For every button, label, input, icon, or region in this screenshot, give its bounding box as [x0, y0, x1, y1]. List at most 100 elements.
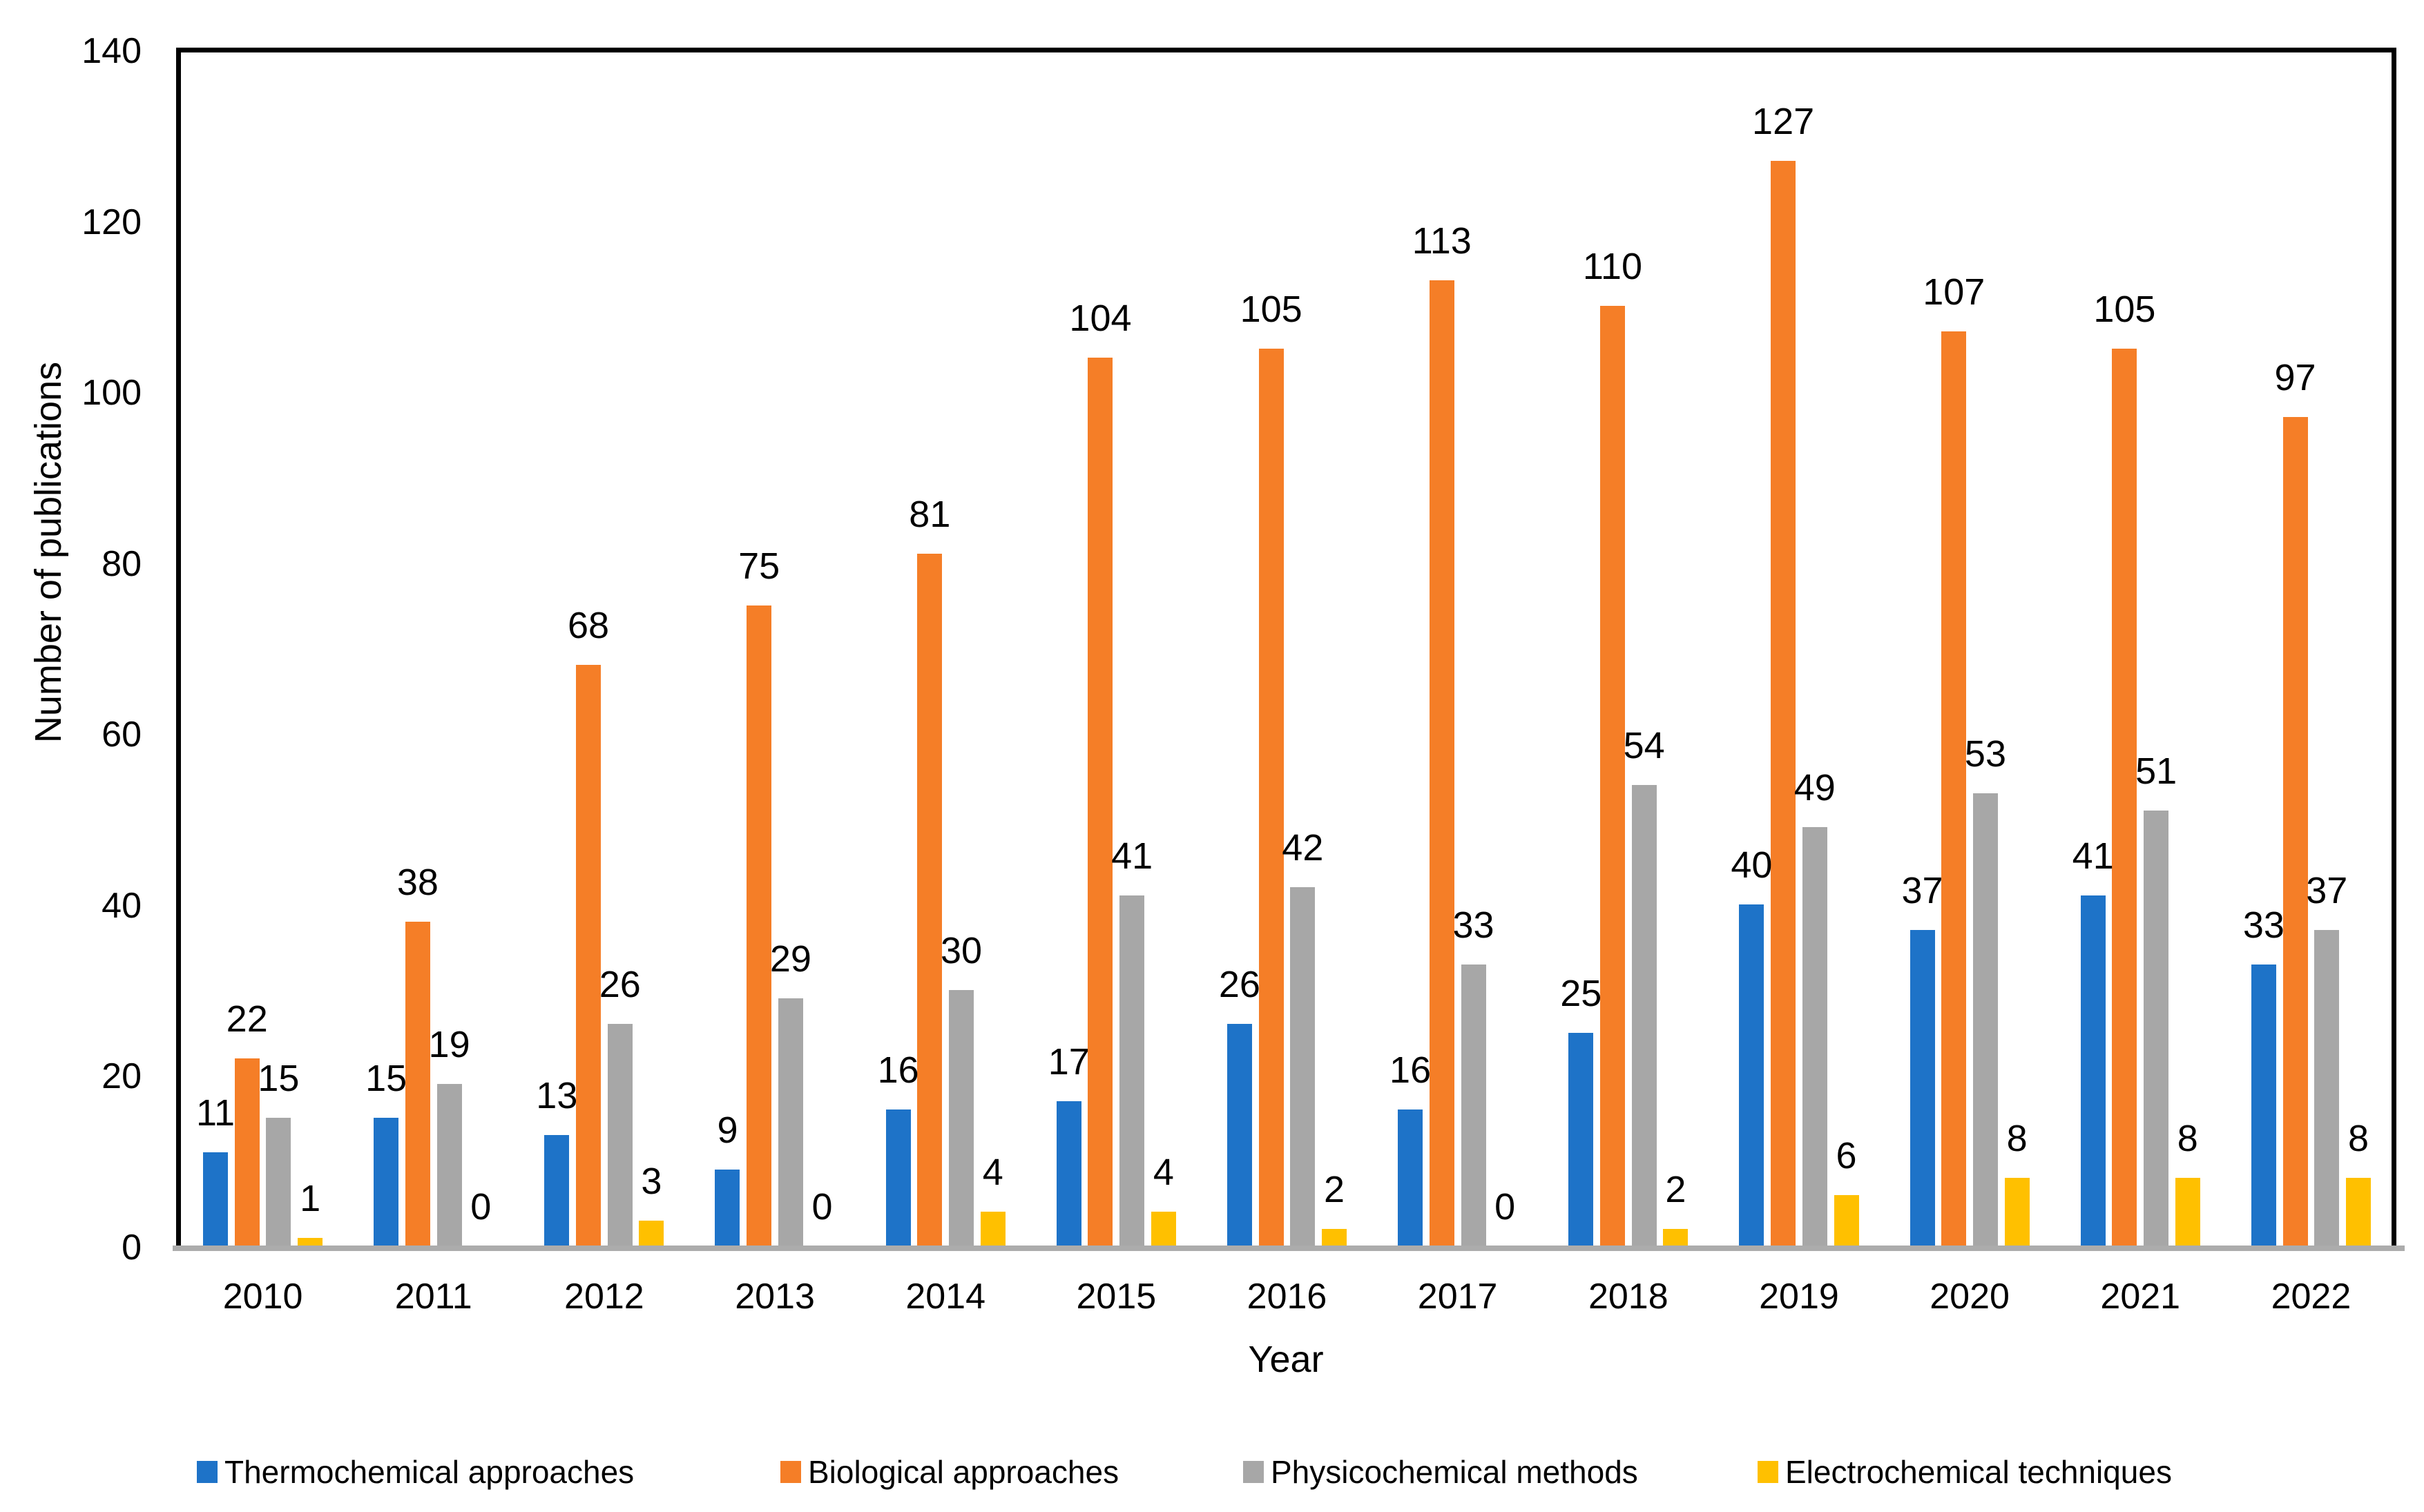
bar-value-label: 2 — [1324, 1169, 1345, 1211]
bar-value-label: 51 — [2135, 750, 2177, 792]
bar-value-label: 26 — [599, 964, 641, 1006]
bar — [747, 605, 772, 1246]
bar — [778, 998, 803, 1246]
x-tick-label: 2013 — [735, 1277, 815, 1317]
bar — [2314, 929, 2340, 1246]
legend-label: Biological approaches — [808, 1454, 1119, 1490]
bar — [2175, 1177, 2200, 1246]
x-tick-label: 2019 — [1759, 1277, 1839, 1317]
bar — [1322, 1229, 1347, 1246]
bar-value-label: 127 — [1752, 100, 1815, 142]
x-tick-label: 2012 — [564, 1277, 644, 1317]
bar — [203, 1152, 229, 1246]
bar — [1461, 964, 1486, 1246]
bar — [1151, 1212, 1176, 1246]
bar-value-label: 8 — [2347, 1117, 2369, 1159]
y-tick-label: 100 — [81, 373, 142, 414]
bar-value-label: 40 — [1731, 844, 1773, 886]
bar-value-label: 37 — [2306, 869, 2348, 911]
bar — [1910, 929, 1935, 1246]
bar-value-label: 16 — [877, 1049, 919, 1091]
bar-value-label: 26 — [1218, 964, 1260, 1006]
bar — [1429, 280, 1454, 1246]
x-tick-label: 2020 — [1930, 1277, 2010, 1317]
bar — [2282, 417, 2308, 1246]
y-tick-label: 80 — [102, 543, 142, 584]
bar — [1568, 1032, 1594, 1246]
bar-value-label: 4 — [982, 1152, 1003, 1194]
y-tick-label: 40 — [102, 885, 142, 926]
bar — [885, 1109, 911, 1246]
x-tick-label: 2018 — [1588, 1277, 1668, 1317]
bar — [1258, 349, 1284, 1246]
x-tick-label: 2014 — [905, 1277, 986, 1317]
bar — [1631, 784, 1657, 1246]
bar-value-label: 81 — [909, 494, 951, 536]
bar-value-label: 30 — [940, 929, 983, 971]
bar — [544, 1135, 570, 1246]
y-tick-label: 140 — [81, 31, 142, 71]
x-tick-label: 2022 — [2271, 1277, 2351, 1317]
bar-value-label: 110 — [1582, 246, 1642, 288]
bar — [234, 1058, 260, 1246]
bar-value-label: 0 — [1494, 1186, 1516, 1228]
bar-value-label: 9 — [717, 1109, 738, 1151]
bar — [1802, 827, 1827, 1246]
bar — [374, 1118, 399, 1246]
legend-label: Thermochemical approaches — [224, 1454, 635, 1490]
legend-item: Physicochemical methods — [1243, 1454, 1638, 1490]
bar-value-label: 4 — [1153, 1152, 1174, 1194]
bar-value-label: 68 — [567, 605, 610, 647]
bar-value-label: 113 — [1412, 220, 1472, 262]
bar-value-label: 33 — [2242, 904, 2284, 946]
x-tick-label: 2011 — [394, 1277, 472, 1317]
legend-swatch-icon — [1243, 1461, 1264, 1483]
bar-value-label: 22 — [226, 998, 268, 1040]
bar-value-label: 41 — [2072, 835, 2114, 878]
bar — [715, 1169, 740, 1246]
bar-value-label: 105 — [1240, 289, 1302, 331]
bar-value-label: 97 — [2274, 357, 2316, 399]
bar-value-label: 29 — [769, 938, 811, 980]
y-tick-label: 60 — [102, 715, 142, 755]
bar-value-label: 8 — [2006, 1117, 2028, 1159]
bar — [2144, 810, 2169, 1246]
bar-value-label: 54 — [1623, 724, 1665, 766]
legend-swatch-icon — [197, 1461, 218, 1483]
bar-value-label: 25 — [1560, 972, 1602, 1014]
y-axis-title: Number of publications — [28, 361, 69, 744]
bar-value-label: 19 — [428, 1023, 470, 1065]
bar — [2004, 1177, 2030, 1246]
plot-area-border — [176, 48, 2396, 1249]
bar-value-label: 13 — [536, 1075, 578, 1117]
bar — [576, 665, 602, 1246]
y-tick-label: 20 — [102, 1056, 142, 1097]
bar — [1227, 1024, 1252, 1246]
bar-value-label: 8 — [2177, 1117, 2198, 1159]
legend-swatch-icon — [780, 1461, 801, 1483]
bar — [2345, 1177, 2371, 1246]
x-tick-label: 2015 — [1076, 1277, 1157, 1317]
bar-value-label: 1 — [300, 1177, 321, 1219]
bar-value-label: 11 — [195, 1092, 235, 1134]
bar-value-label: 15 — [258, 1058, 300, 1100]
bar — [1088, 357, 1113, 1246]
bar-value-label: 16 — [1389, 1049, 1432, 1091]
bar — [1290, 887, 1316, 1246]
legend-label: Physicochemical methods — [1271, 1454, 1638, 1490]
legend-item: Thermochemical approaches — [197, 1454, 634, 1490]
x-tick-label: 2016 — [1247, 1277, 1327, 1317]
bar-value-label: 105 — [2093, 289, 2156, 331]
bar — [2080, 895, 2106, 1246]
x-tick-label: 2021 — [2100, 1277, 2181, 1317]
y-tick-label: 120 — [81, 202, 142, 242]
legend-label: Electrochemical techniques — [1785, 1454, 2172, 1490]
x-tick-label: 2017 — [1417, 1277, 1498, 1317]
bar-value-label: 0 — [811, 1186, 833, 1228]
legend-item: Biological approaches — [780, 1454, 1119, 1490]
bar — [1739, 904, 1764, 1246]
legend-item: Electrochemical techniques — [1758, 1454, 2172, 1490]
bar — [1119, 895, 1145, 1246]
bar — [1056, 1101, 1081, 1246]
